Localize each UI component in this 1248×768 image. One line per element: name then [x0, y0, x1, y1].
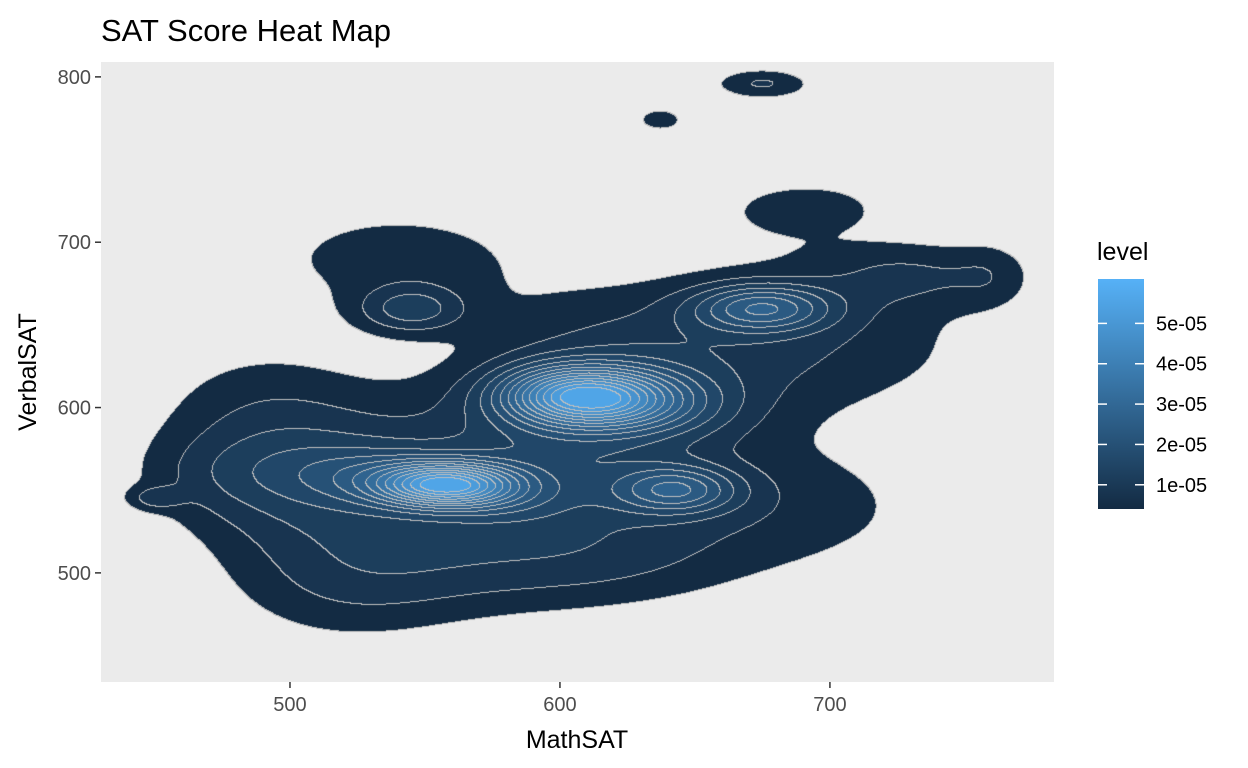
x-tick-label: 600	[543, 694, 576, 716]
legend-tick-label: 5e-05	[1156, 313, 1207, 335]
x-tick-label: 500	[273, 694, 306, 716]
legend-ticks: 1e-05 2e-05 3e-05 4e-05 5e-05	[1098, 313, 1207, 497]
y-axis: 500 600 700 800	[58, 67, 101, 585]
legend-tick-label: 1e-05	[1156, 475, 1207, 497]
legend-tick-label: 4e-05	[1156, 354, 1207, 376]
y-axis-title: VerbalSAT	[14, 313, 42, 431]
y-tick-label: 700	[58, 232, 91, 254]
x-axis-title: MathSAT	[526, 726, 628, 754]
y-tick-label: 800	[58, 67, 91, 89]
density-raster	[101, 62, 1054, 682]
y-tick-label: 500	[58, 563, 91, 585]
density-contours	[101, 62, 1054, 682]
x-tick-label: 700	[813, 694, 846, 716]
y-tick-label: 600	[58, 398, 91, 420]
legend-tick-label: 2e-05	[1156, 434, 1207, 456]
x-axis: 500 600 700	[273, 682, 847, 716]
legend-tick-label: 3e-05	[1156, 394, 1207, 416]
chart-title: SAT Score Heat Map	[101, 13, 391, 48]
legend-colorbar	[1098, 279, 1144, 509]
legend-title: level	[1097, 238, 1148, 266]
density-canvas	[101, 62, 1054, 682]
